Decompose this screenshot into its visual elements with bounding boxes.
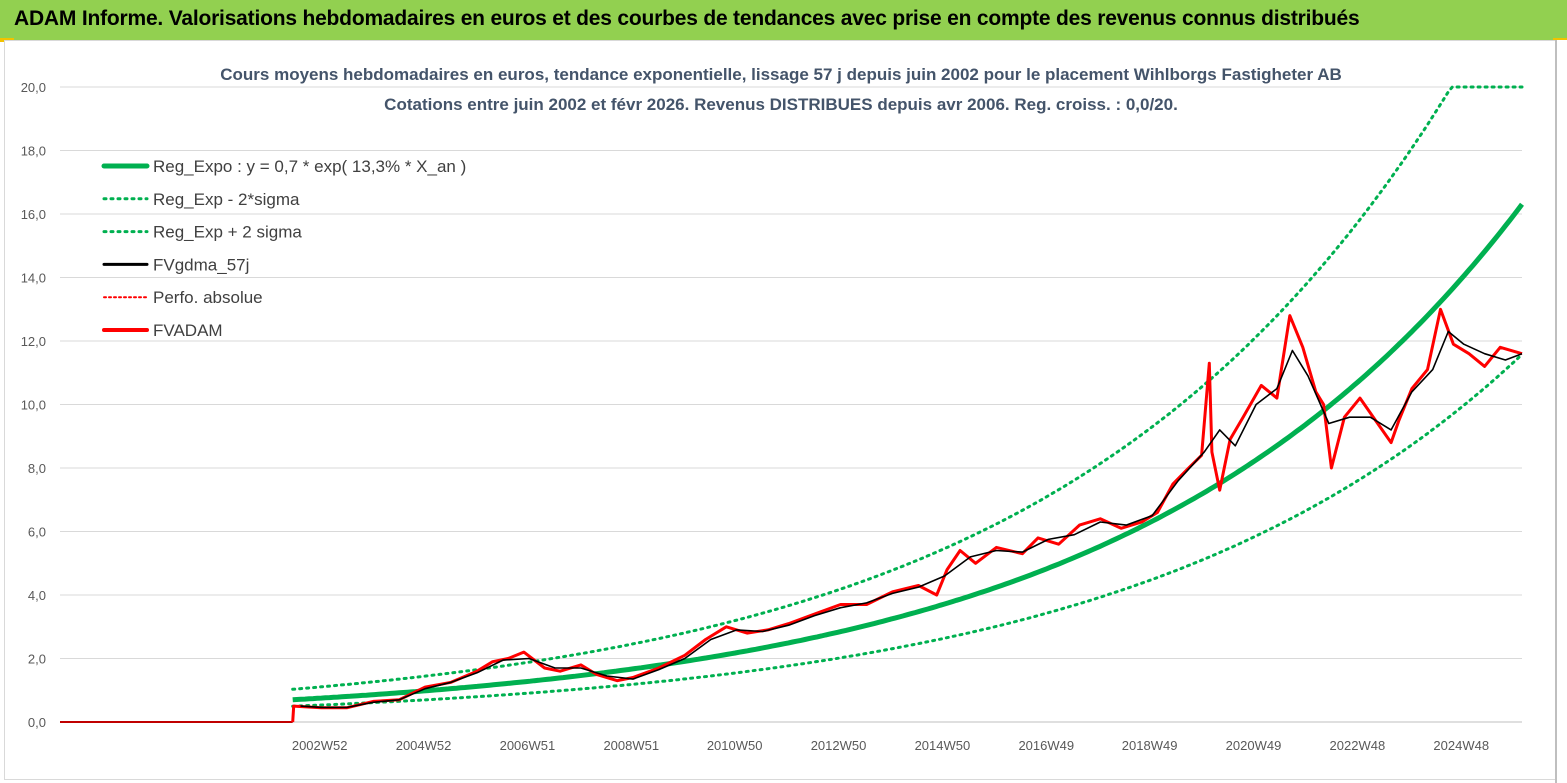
legend-label: Reg_Exp + 2 sigma: [153, 223, 302, 242]
y-tick-label: 18,0: [21, 144, 46, 159]
legend-label: Reg_Exp - 2*sigma: [153, 190, 300, 209]
legend-label: FVgdma_57j: [153, 255, 249, 274]
x-tick-label: 2018W49: [1122, 738, 1178, 753]
x-tick-label: 2024W48: [1433, 738, 1489, 753]
x-tick-label: 2022W48: [1330, 738, 1386, 753]
y-tick-label: 10,0: [21, 398, 46, 413]
legend: Reg_Expo : y = 0,7 * exp( 13,3% * X_an )…: [101, 157, 466, 340]
reg-exp-minus-2sigma-line: [291, 353, 1524, 708]
x-tick-label: 2016W49: [1018, 738, 1074, 753]
y-axis-ticks: 0,0 2,0 4,0 6,0 8,0 10,0 12,0 14,0 16,0 18,0 20,0: [21, 80, 46, 730]
x-tick-label: 2002W52: [292, 738, 348, 753]
fvadam-line: [291, 307, 1523, 723]
perfo-absolue-line: [292, 307, 1523, 723]
legend-label: FVADAM: [153, 321, 223, 340]
y-tick-label: 12,0: [21, 334, 46, 349]
x-tick-label: 2020W49: [1226, 738, 1282, 753]
reg-expo-line: [292, 202, 1524, 703]
x-tick-label: 2004W52: [396, 738, 452, 753]
chart-title-line2: Cotations entre juin 2002 et févr 2026. …: [384, 95, 1178, 114]
x-axis-ticks: 2002W52 2004W52 2006W51 2008W51 2010W50 2012W…: [292, 738, 1489, 753]
legend-label: Perfo. absolue: [153, 288, 263, 307]
y-tick-label: 14,0: [21, 271, 46, 286]
gridlines: [60, 86, 1522, 723]
x-tick-label: 2006W51: [500, 738, 556, 753]
x-tick-label: 2012W50: [811, 738, 867, 753]
chart-title-line1: Cours moyens hebdomadaires en euros, ten…: [220, 65, 1342, 84]
reg-exp-plus-2sigma-line: [291, 85, 1524, 691]
chart-frame: [4, 40, 1561, 780]
y-tick-label: 20,0: [21, 80, 46, 95]
header-banner: ADAM Informe. Valorisations hebdomadaire…: [0, 0, 1567, 40]
y-tick-label: 2,0: [28, 652, 46, 667]
y-tick-label: 6,0: [28, 525, 46, 540]
right-edge: [1555, 40, 1567, 783]
legend-label: Reg_Expo : y = 0,7 * exp( 13,3% * X_an ): [153, 157, 466, 176]
series-layer: [60, 85, 1524, 723]
page-title: ADAM Informe. Valorisations hebdomadaire…: [14, 7, 1360, 30]
x-tick-label: 2008W51: [603, 738, 659, 753]
fvgdma-57j-line: [300, 330, 1523, 709]
y-tick-label: 8,0: [28, 461, 46, 476]
x-tick-label: 2014W50: [915, 738, 971, 753]
x-tick-label: 2010W50: [707, 738, 763, 753]
y-tick-label: 16,0: [21, 207, 46, 222]
y-tick-label: 0,0: [28, 715, 46, 730]
y-tick-label: 4,0: [28, 588, 46, 603]
